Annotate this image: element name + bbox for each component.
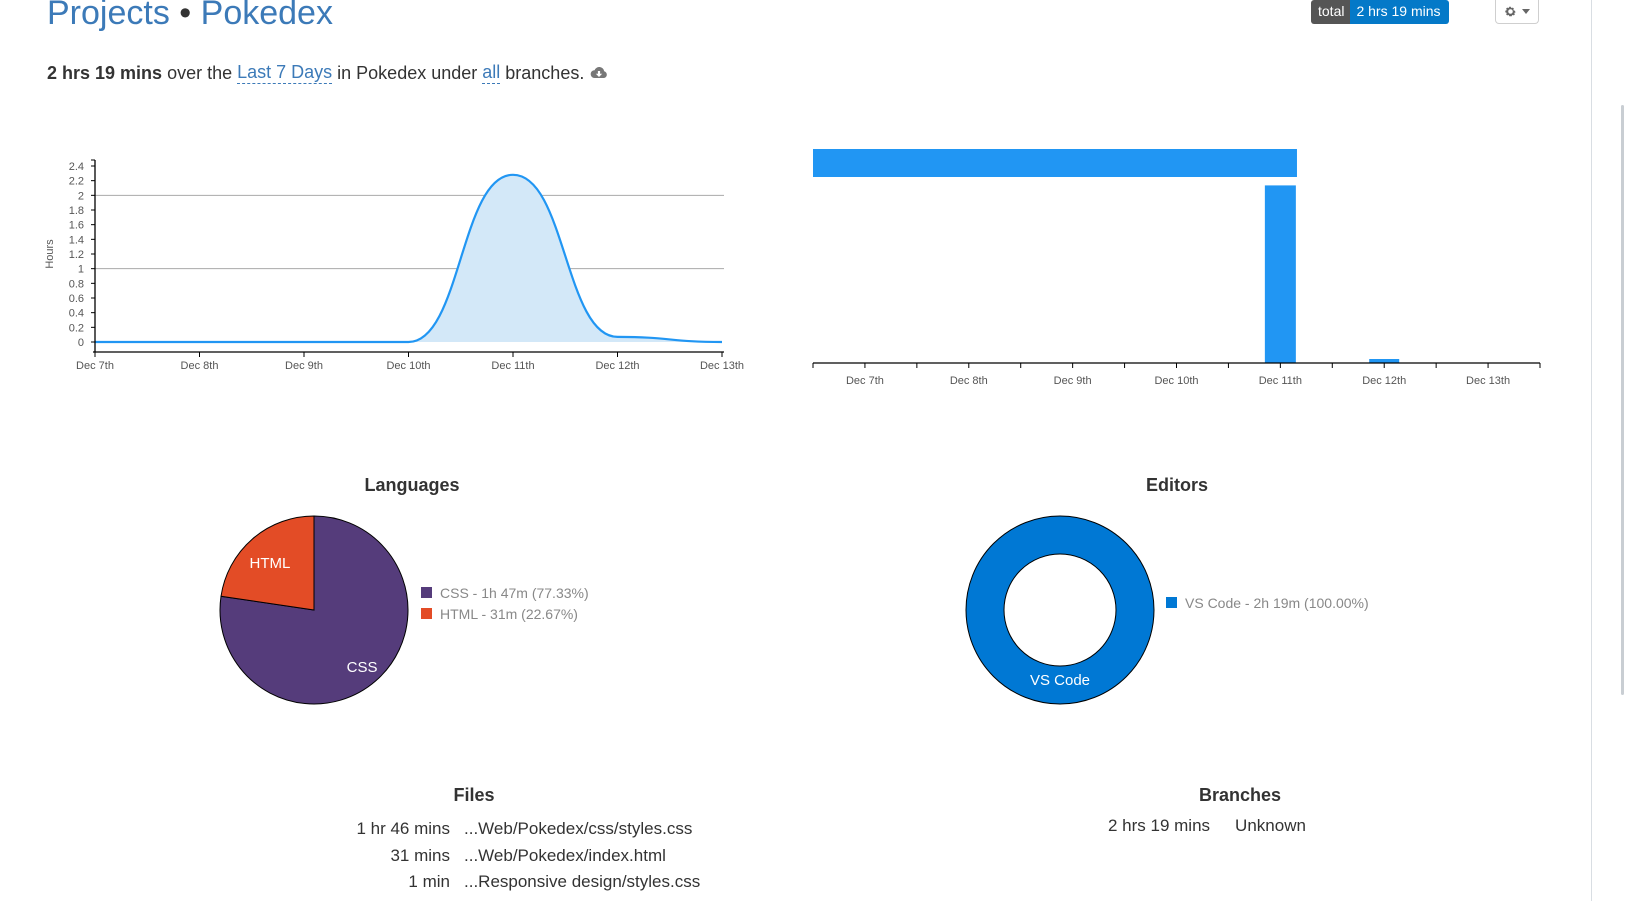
y-tick-label: 1.4: [69, 234, 84, 246]
legend-item-vscode[interactable]: VS Code - 2h 19m (100.00%): [1166, 592, 1369, 613]
y-tick-label: 1: [78, 264, 84, 276]
total-label: total: [1311, 0, 1351, 24]
range-bar: [813, 149, 1297, 177]
editors-title: Editors: [1145, 475, 1208, 495]
branches-title: Branches: [1198, 785, 1282, 805]
donut-label-vscode: VS Code: [1030, 672, 1090, 689]
branch-name[interactable]: Unknown: [1235, 816, 1306, 835]
y-tick-label: 0.4: [69, 308, 84, 320]
summary-duration: 2 hrs 19 mins: [47, 62, 163, 83]
gear-icon: [1505, 6, 1516, 17]
series-line: [94, 173, 723, 344]
file-time: 1 min: [408, 872, 450, 892]
legend-item-html[interactable]: HTML - 31m (22.67%): [421, 603, 589, 624]
x-tick-label: Dec 9th: [285, 360, 323, 372]
table-row: 1 min ...Responsive design/styles.css: [330, 869, 700, 896]
legend-item-css[interactable]: CSS - 1h 47m (77.33%): [421, 582, 589, 603]
table-row: 1 hr 46 mins ...Web/Pokedex/css/styles.c…: [330, 816, 700, 843]
x-tick-label: Dec 12th: [1362, 375, 1406, 387]
y-tick-label: 1.6: [69, 220, 84, 232]
x-tick-label: Dec 13th: [1466, 375, 1510, 387]
x-tick-label: Dec 10th: [386, 360, 430, 372]
y-tick-label: 0.8: [69, 278, 84, 290]
x-tick-label: Dec 8th: [950, 375, 988, 387]
legend-label-css: CSS - 1h 47m (77.33%): [440, 584, 589, 601]
pie-slice-html: [220, 515, 315, 611]
file-path[interactable]: ...Responsive design/styles.css: [464, 872, 701, 892]
file-time: 1 hr 46 mins: [356, 819, 450, 839]
x-tick-label: Dec 11th: [491, 360, 534, 372]
main-content: Projects • Pokedex total 2 hrs 19 mins 2…: [44, 0, 1541, 896]
y-tick-label: 0: [78, 337, 84, 349]
x-tick-label: Dec 7th: [76, 360, 114, 372]
y-tick-label: 0.6: [69, 293, 84, 305]
daily-timeline-bar-chart: Dec 7th Dec 8th Dec 9th Dec 10th Dec 11th Dec…: [812, 149, 1541, 387]
pie-label-html: HTML: [249, 555, 290, 572]
legend-label-vscode: VS Code - 2h 19m (100.00%): [1185, 594, 1369, 611]
languages-pie-chart: CSS HTML: [219, 515, 409, 705]
y-tick-label: 2.4: [69, 161, 84, 173]
area-fill: [95, 174, 722, 342]
bar: [1264, 185, 1296, 363]
projects-link[interactable]: Projects: [47, 0, 170, 32]
legend-swatch-vscode: [1166, 597, 1177, 608]
languages-legend: CSS - 1h 47m (77.33%) HTML - 31m (22.67%…: [421, 582, 589, 624]
branch-time: 2 hrs 19 mins: [1108, 816, 1211, 835]
branch-filter-link[interactable]: all: [482, 62, 501, 84]
project-name-link[interactable]: Pokedex: [200, 0, 333, 32]
page-title: Projects • Pokedex: [47, 0, 333, 33]
date-range-link[interactable]: Last 7 Days: [237, 62, 333, 84]
cloud-download-icon[interactable]: [590, 66, 608, 80]
editors-legend: VS Code - 2h 19m (100.00%): [1166, 592, 1369, 613]
file-path[interactable]: ...Web/Pokedex/index.html: [464, 845, 666, 865]
languages-title: Languages: [364, 475, 460, 495]
daily-hours-area-chart: 0 0.2 0.4 0.6 0.8 1 1.2 1.4 1.6 1.8 2 2.2 2.4 Dec 7th…: [44, 159, 744, 372]
x-tick-label: Dec 10th: [1154, 375, 1198, 387]
chevron-down-icon: [1522, 9, 1530, 14]
pie-slice-css: [219, 515, 409, 705]
legend-swatch-css: [421, 587, 432, 598]
x-tick-label: Dec 9th: [1054, 375, 1092, 387]
editors-donut-chart: VS Code: [965, 515, 1155, 705]
y-tick-label: 0.2: [69, 322, 84, 334]
x-tick-label: Dec 12th: [595, 360, 639, 372]
y-tick-label: 1.8: [69, 205, 84, 217]
y-tick-label: 2: [78, 190, 84, 202]
total-value: 2 hrs 19 mins: [1350, 0, 1449, 24]
total-time-badge: total 2 hrs 19 mins: [1311, 0, 1449, 24]
legend-label-html: HTML - 31m (22.67%): [440, 605, 578, 622]
y-tick-label: 2.2: [69, 176, 84, 188]
settings-dropdown-button[interactable]: [1495, 0, 1539, 24]
summary-text-3: branches.: [500, 62, 585, 83]
files-table: 1 hr 46 mins ...Web/Pokedex/css/styles.c…: [330, 816, 700, 896]
y-axis-label: Hours: [44, 239, 56, 269]
file-path[interactable]: ...Web/Pokedex/css/styles.css: [464, 819, 693, 839]
branches-table: 2 hrs 19 mins Unknown: [1108, 816, 1306, 836]
file-time: 31 mins: [390, 845, 450, 865]
summary-text-2: in Pokedex under: [332, 62, 483, 83]
legend-swatch-html: [421, 608, 432, 619]
pie-label-css: CSS: [347, 659, 378, 676]
summary-text-1: over the: [162, 62, 238, 83]
bar: [1369, 359, 1400, 363]
y-tick-label: 1.2: [69, 249, 84, 261]
files-title: Files: [453, 785, 495, 805]
x-tick-label: Dec 8th: [181, 360, 219, 372]
x-tick-label: Dec 7th: [846, 375, 884, 387]
summary-line: 2 hrs 19 mins over the Last 7 Days in Po…: [47, 62, 608, 84]
donut-hole: [1003, 553, 1117, 667]
scrollbar-thumb[interactable]: [1621, 105, 1624, 695]
x-tick-label: Dec 11th: [1259, 375, 1302, 387]
x-tick-label: Dec 13th: [700, 360, 744, 372]
table-row: 31 mins ...Web/Pokedex/index.html: [330, 843, 700, 870]
title-separator: •: [179, 0, 192, 32]
